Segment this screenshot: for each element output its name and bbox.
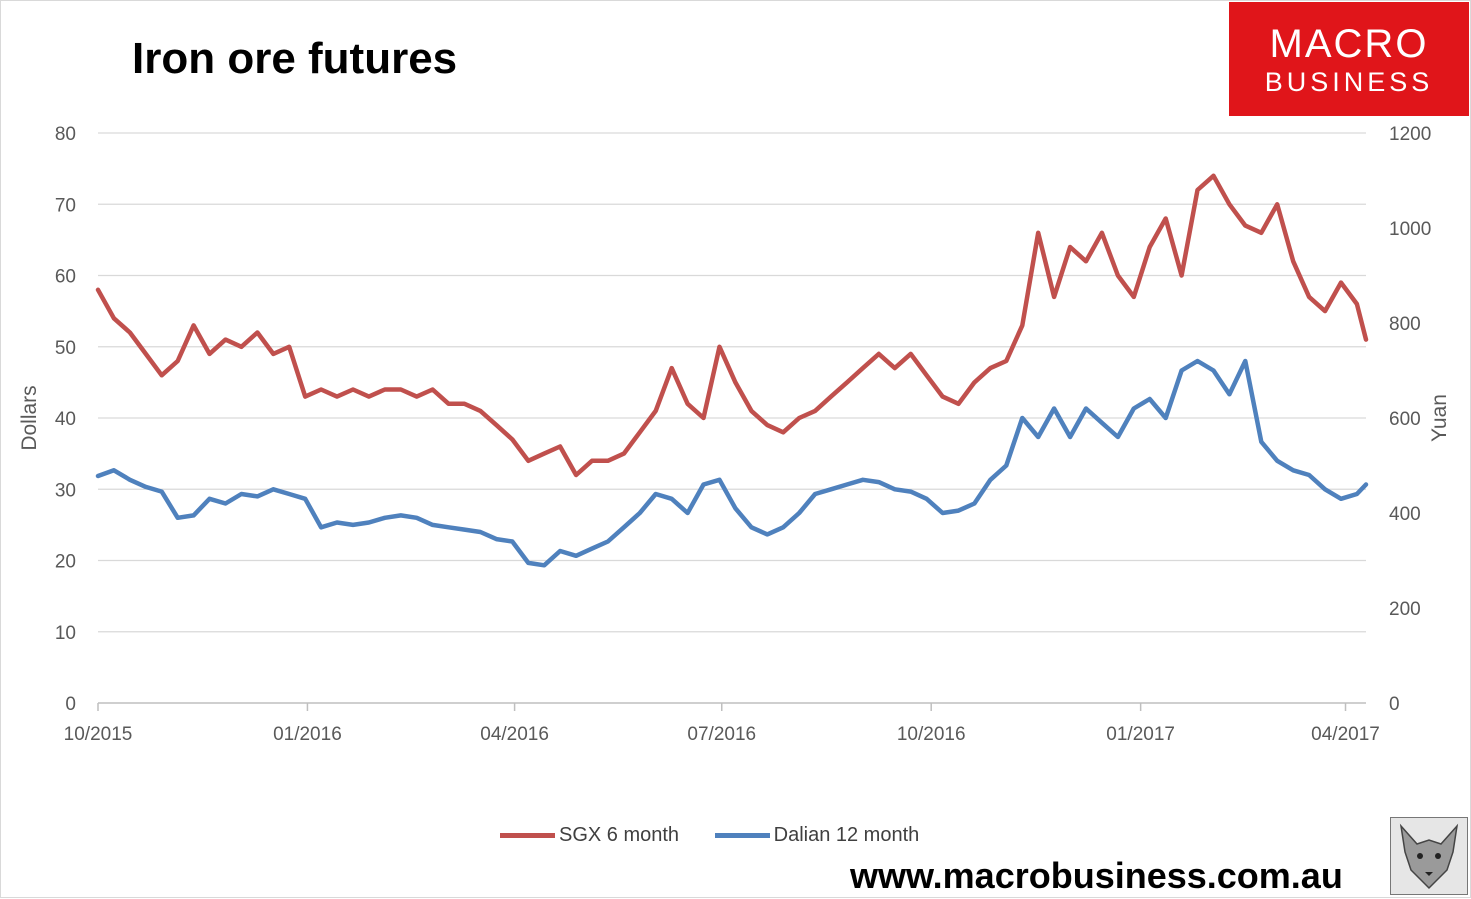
y-tick-label: 60: [55, 267, 76, 288]
y-tick-label: 10: [55, 623, 76, 644]
legend-label-dalian: Dalian 12 month: [773, 824, 920, 846]
macrobusiness-logo: MACRO BUSINESS: [1229, 2, 1469, 116]
y-tick-label: 70: [55, 195, 76, 216]
left-axis-ticks: 0 10 20 30 40 50 60 70 80: [55, 124, 76, 715]
x-tick-label: 07/2016: [687, 724, 756, 745]
series-line-dalian: [95, 358, 1369, 568]
wolf-head-icon: [1390, 817, 1468, 895]
y-tick-label: 30: [55, 480, 76, 501]
y2-tick-label: 0: [1389, 694, 1400, 715]
right-axis-ticks: 0 200 400 600 800 1000 1200: [1389, 124, 1431, 715]
y-tick-label: 20: [55, 552, 76, 573]
x-tick-label: 10/2016: [897, 724, 966, 745]
x-axis-ticks: 10/2015 01/2016 04/2016 07/2016 10/2016 01/20…: [64, 703, 1380, 745]
series-lines: [95, 173, 1369, 568]
y2-tick-label: 600: [1389, 409, 1421, 430]
x-tick-label: 04/2016: [480, 724, 549, 745]
legend-swatch-dalian: [714, 833, 770, 839]
legend-swatch-sgx: [500, 833, 555, 839]
legend-item-dalian: Dalian 12 month: [714, 824, 920, 847]
x-tick-label: 04/2017: [1311, 724, 1380, 745]
gridlines: [98, 132, 1366, 633]
x-tick-label: 01/2017: [1106, 724, 1175, 745]
logo-line-1: MACRO: [1269, 22, 1429, 66]
y-tick-label: 80: [55, 124, 76, 145]
y-tick-label: 50: [55, 338, 76, 359]
y-axis-label: Dollars: [18, 385, 41, 450]
legend-label-sgx: SGX 6 month: [559, 824, 680, 846]
legend: SGX 6 month Dalian 12 month: [500, 824, 949, 847]
x-tick-label: 01/2016: [273, 724, 342, 745]
y-tick-label: 40: [55, 409, 76, 430]
logo-line-2: BUSINESS: [1264, 67, 1434, 97]
legend-item-sgx: SGX 6 month: [500, 824, 679, 847]
y-tick-label: 0: [65, 694, 76, 715]
y2-tick-label: 1200: [1389, 124, 1431, 145]
y2-tick-label: 1000: [1389, 219, 1431, 240]
chart-title: Iron ore futures: [132, 34, 458, 83]
y2-tick-label: 200: [1389, 599, 1421, 620]
y2-tick-label: 800: [1389, 314, 1421, 335]
x-tick-label: 10/2015: [64, 724, 133, 745]
series-line-sgx: [95, 173, 1369, 478]
website-url: www.macrobusiness.com.au: [850, 855, 1343, 896]
y2-tick-label: 400: [1389, 504, 1421, 525]
y2-axis-label: Yuan: [1428, 394, 1451, 442]
